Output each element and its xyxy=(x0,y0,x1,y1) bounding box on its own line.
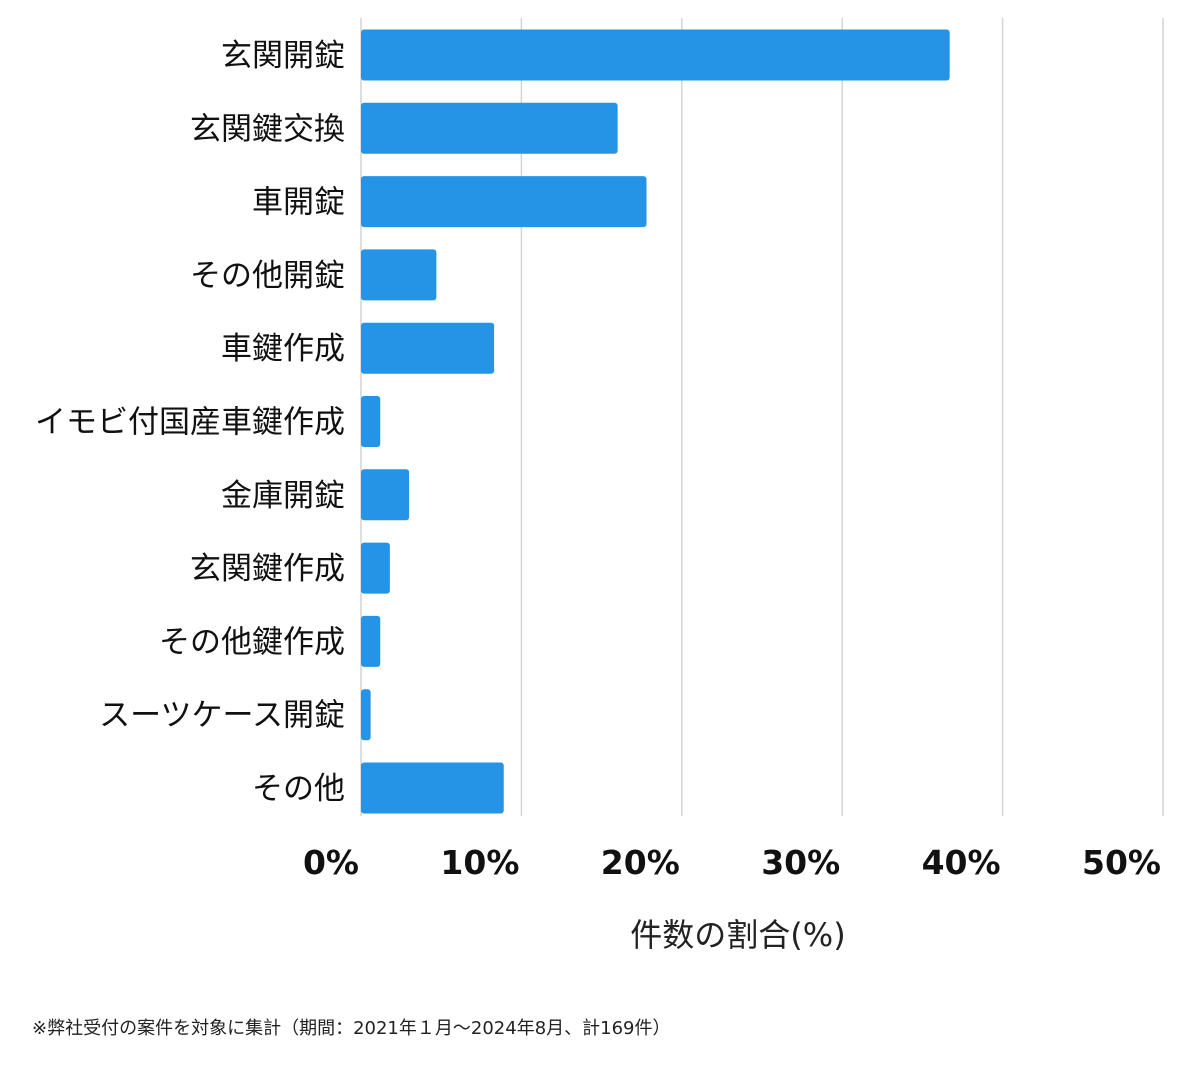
bar-7 xyxy=(361,469,410,521)
x-tick-label-30: 30% xyxy=(761,843,840,882)
bar-3 xyxy=(361,176,647,228)
category-label-1: 玄関開錠 xyxy=(221,38,345,74)
category-label-4: その他開錠 xyxy=(190,258,345,294)
category-label-8: 玄関鍵作成 xyxy=(190,551,345,587)
bar-1 xyxy=(361,29,950,81)
bar-chart: 玄関開錠玄関鍵交換車開錠その他開錠車鍵作成イモビ付国産車鍵作成金庫開錠玄関鍵作成… xyxy=(35,18,1164,954)
x-tick-label-10: 10% xyxy=(440,843,519,882)
bar-2 xyxy=(361,102,618,154)
bars xyxy=(361,29,950,814)
x-tick-label-0: 0% xyxy=(303,843,359,882)
x-axis-title: 件数の割合(%) xyxy=(630,916,845,954)
bar-6 xyxy=(361,396,381,447)
bar-11 xyxy=(361,762,504,814)
category-label-2: 玄関鍵交換 xyxy=(190,111,345,147)
category-labels: 玄関開錠玄関鍵交換車開錠その他開錠車鍵作成イモビ付国産車鍵作成金庫開錠玄関鍵作成… xyxy=(35,38,345,807)
category-label-9: その他鍵作成 xyxy=(159,624,345,660)
x-tick-labels: 0% 10% 20% 30% 40% 50% xyxy=(303,843,1161,882)
bar-8 xyxy=(361,542,390,594)
x-tick-label-20: 20% xyxy=(601,843,680,882)
category-label-5: 車鍵作成 xyxy=(221,331,345,367)
category-label-7: 金庫開錠 xyxy=(221,478,345,514)
category-label-3: 車開錠 xyxy=(252,185,345,221)
category-label-11: その他 xyxy=(252,771,345,807)
bar-5 xyxy=(361,322,495,374)
bar-4 xyxy=(361,249,437,301)
x-tick-label-40: 40% xyxy=(922,843,1001,882)
category-label-6: イモビ付国産車鍵作成 xyxy=(35,405,345,441)
x-tick-label-50: 50% xyxy=(1082,843,1161,882)
bar-10 xyxy=(361,689,371,741)
bar-9 xyxy=(361,615,381,667)
footnote: ※弊社受付の案件を対象に集計（期間：2021年１月〜2024年8月、計169件） xyxy=(32,1018,671,1039)
category-label-10: スーツケース開錠 xyxy=(99,698,345,734)
